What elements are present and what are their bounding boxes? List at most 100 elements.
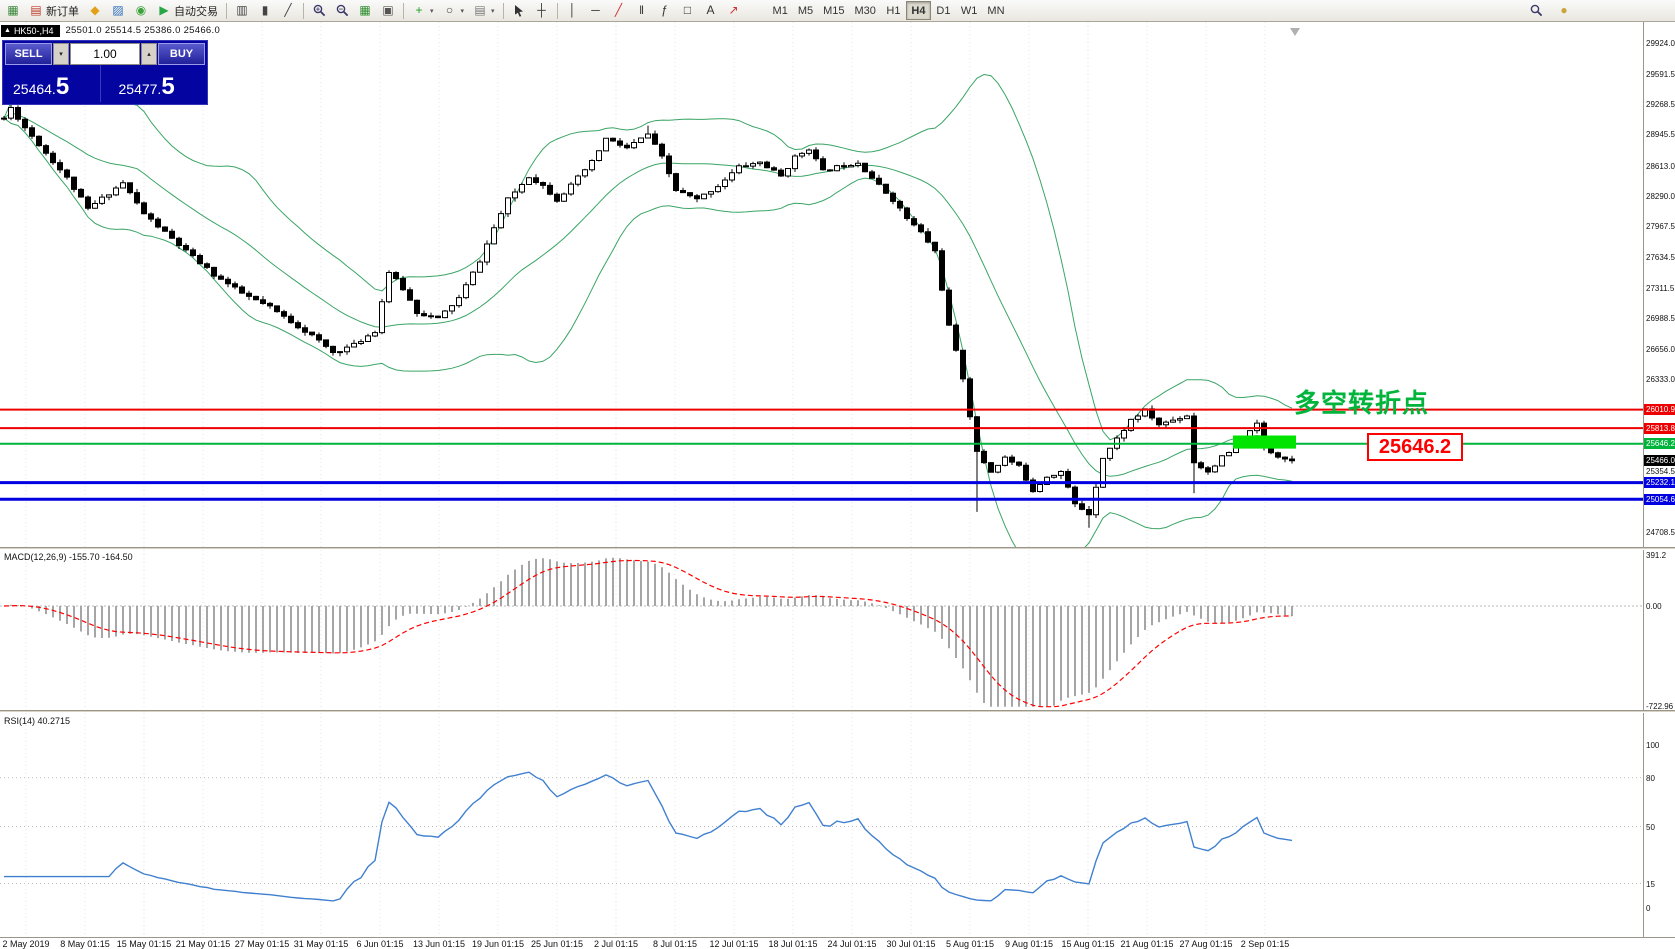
time-tick: 25 Jun 01:15 <box>530 939 584 949</box>
price-tick: 29591.5 <box>1646 70 1675 79</box>
time-tick: 15 Aug 01:15 <box>1061 939 1115 949</box>
bollinger-bands <box>3 73 1293 547</box>
community-button[interactable]: ● <box>1553 1 1575 20</box>
time-tick: 15 May 01:15 <box>116 939 172 949</box>
volume-input[interactable] <box>70 43 140 65</box>
tf-m15-button[interactable]: M15 <box>818 1 849 20</box>
toolbar-separator <box>303 2 304 19</box>
macd-panel-canvas[interactable] <box>0 550 1643 710</box>
sell-button[interactable]: SELL <box>5 43 52 65</box>
tf-mn-button[interactable]: MN <box>982 1 1009 20</box>
highlight-rectangle[interactable] <box>1233 435 1296 449</box>
indicators-button[interactable]: + ▾ <box>408 1 438 20</box>
bar-chart-button[interactable]: ▥ <box>231 1 253 20</box>
sell-price[interactable]: 25464. 5 <box>5 65 100 102</box>
clock-icon: ○ <box>445 3 454 17</box>
candlestick-chart-button[interactable]: ▮ <box>254 1 276 20</box>
toolbar-separator <box>403 2 404 19</box>
text-label-button[interactable]: A <box>700 1 722 20</box>
speaker-icon: ◉ <box>135 3 147 17</box>
symbol-tab[interactable]: ▲ HK50-,H4 <box>1 24 61 37</box>
channel-icon: ‖ <box>639 3 645 17</box>
volume-increase-button[interactable]: ▴ <box>141 43 157 65</box>
price-tag-25054.6: 25054.6 <box>1644 494 1675 505</box>
rsi-tick: 100 <box>1646 741 1660 750</box>
auto-trading-button[interactable]: ▶ 自动交易 <box>153 1 222 20</box>
alerts-button[interactable]: ◉ <box>130 1 152 20</box>
rsi-panel-canvas[interactable] <box>0 713 1643 937</box>
horizontal-line-button[interactable]: ─ <box>585 1 607 20</box>
bollinger-upper <box>3 73 1293 441</box>
time-tick: 2 Jul 01:15 <box>593 939 639 949</box>
time-tick: 9 Aug 01:15 <box>1004 939 1054 949</box>
channel-button[interactable]: ‖ <box>631 1 653 20</box>
period-button[interactable]: ○ ▾ <box>439 1 469 20</box>
time-tick: 24 Jul 01:15 <box>827 939 877 949</box>
time-tick: 6 Jun 01:15 <box>356 939 404 949</box>
tf-m1-button[interactable]: M1 <box>768 1 793 20</box>
zoom-out-button[interactable]: − <box>331 1 353 20</box>
time-tick: 18 Jul 01:15 <box>768 939 818 949</box>
tf-m30-button[interactable]: M30 <box>850 1 881 20</box>
tf-h4-button[interactable]: H4 <box>905 1 931 20</box>
line-chart-button[interactable]: ╱ <box>277 1 299 20</box>
price-axis[interactable]: 29924.0 29591.5 29268.5 28945.5 28613.0 28290… <box>1643 22 1675 937</box>
chart-shift-marker <box>1290 28 1300 36</box>
new-order-button[interactable]: ▤ 新订单 <box>25 1 83 20</box>
navigator-button[interactable]: ▨ <box>107 1 129 20</box>
vertical-line-button[interactable]: │ <box>562 1 584 20</box>
time-tick: 31 May 01:15 <box>293 939 349 949</box>
macd-panel-divider[interactable] <box>0 547 1675 550</box>
volume-decrease-button[interactable]: ▾ <box>53 43 69 65</box>
turning-point-annotation[interactable]: 多空转折点 <box>1294 388 1430 418</box>
time-gridlines <box>25 713 1266 937</box>
fibonacci-button[interactable]: ƒ <box>654 1 676 20</box>
search-button[interactable] <box>1525 1 1547 20</box>
template-button[interactable]: ▤ ▾ <box>469 1 499 20</box>
main-chart-canvas[interactable] <box>0 22 1643 547</box>
zoom-in-button[interactable]: + <box>308 1 330 20</box>
time-axis[interactable]: 2 May 2019 8 May 01:15 15 May 01:15 21 May … <box>0 937 1675 949</box>
ohlc-readout: 25501.0 25514.5 25386.0 25466.0 <box>65 25 221 36</box>
caret-down-icon: ▾ <box>430 7 434 15</box>
cursor-icon <box>512 4 526 18</box>
market-watch-button[interactable]: ◆ <box>84 1 106 20</box>
grid-button[interactable]: ▦ <box>354 1 376 20</box>
tile-windows-button[interactable]: ▣ <box>377 1 399 20</box>
price-tick: 24708.5 <box>1646 528 1675 537</box>
collapse-triangle-icon: ▲ <box>4 27 11 34</box>
level-lines[interactable] <box>0 408 1643 501</box>
cursor-button[interactable] <box>508 1 530 20</box>
arrows-button[interactable]: ↗ <box>723 1 745 20</box>
fibonacci-icon: ƒ <box>661 3 668 17</box>
price-tick: 28613.0 <box>1646 162 1675 171</box>
candle-wicks <box>3 98 1293 528</box>
buy-price-pip: 5 <box>161 73 175 100</box>
price-level-annotation[interactable]: 25646.2 <box>1367 433 1463 461</box>
buy-price[interactable]: 25477. 5 <box>99 65 206 102</box>
price-tag-25646.2: 25646.2 <box>1644 438 1675 449</box>
timeframe-group: M1 M5 M15 M30 H1 H4 D1 W1 MN <box>768 1 1010 20</box>
time-tick: 8 Jul 01:15 <box>652 939 698 949</box>
price-tick: 25354.5 <box>1646 467 1675 476</box>
macd-values: -155.70 -164.50 <box>69 552 133 562</box>
arrow-icon: ↗ <box>728 3 739 17</box>
crosshair-button[interactable]: ┼ <box>531 1 553 20</box>
new-chart-button[interactable]: ▦ <box>2 1 24 20</box>
shapes-icon: □ <box>683 3 692 17</box>
tf-w1-button[interactable]: W1 <box>956 1 983 20</box>
price-tag-25232.1: 25232.1 <box>1644 477 1675 488</box>
buy-button[interactable]: BUY <box>158 43 205 65</box>
horizontal-line-icon: ─ <box>591 3 600 17</box>
zoom-in-icon: + <box>312 4 326 18</box>
price-tag-25813.8: 25813.8 <box>1644 423 1675 434</box>
price-tick: 26656.0 <box>1646 345 1675 354</box>
price-tag-25466.0: 25466.0 <box>1644 455 1675 466</box>
tf-h1-button[interactable]: H1 <box>881 1 906 20</box>
trendline-button[interactable]: ╱ <box>608 1 630 20</box>
tf-m5-button[interactable]: M5 <box>793 1 818 20</box>
tf-d1-button[interactable]: D1 <box>931 1 956 20</box>
text-icon: A <box>706 3 715 17</box>
shapes-button[interactable]: □ <box>677 1 699 20</box>
rsi-panel-divider[interactable] <box>0 710 1675 713</box>
